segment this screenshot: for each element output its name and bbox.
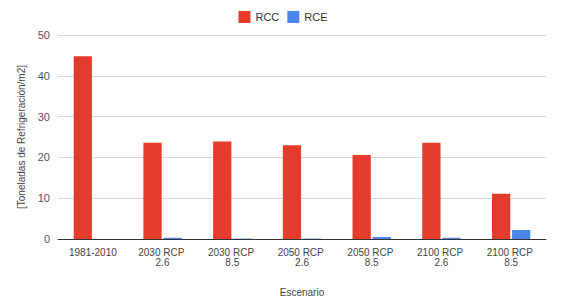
svg-text:0: 0 [44,233,50,245]
svg-text:8.5: 8.5 [504,257,518,268]
svg-text:2.6: 2.6 [434,257,448,268]
svg-text:RCC: RCC [255,11,279,23]
svg-text:Escenario: Escenario [280,287,325,298]
svg-text:2.6: 2.6 [295,257,309,268]
svg-text:10: 10 [38,192,50,204]
svg-text:2030 RCP: 2030 RCP [138,246,187,258]
svg-text:2100 RCP: 2100 RCP [486,246,536,258]
svg-text:50: 50 [38,29,50,41]
svg-text:[Toneladas de Refrigeración/m2: [Toneladas de Refrigeración/m2] [16,65,27,209]
svg-text:2100 RCP: 2100 RCP [417,246,466,258]
svg-text:2050 RCP: 2050 RCP [277,246,327,258]
svg-text:8.5: 8.5 [225,257,239,268]
svg-text:2.6: 2.6 [156,257,170,268]
svg-text:2050 RCP: 2050 RCP [347,246,397,258]
svg-text:1981-2010: 1981-2010 [69,247,117,258]
svg-text:2030 RCP: 2030 RCP [207,246,257,258]
svg-text:40: 40 [38,70,50,82]
svg-text:8.5: 8.5 [365,257,379,268]
svg-text:RCE: RCE [304,11,327,23]
svg-text:30: 30 [38,111,50,123]
svg-text:20: 20 [38,151,50,163]
